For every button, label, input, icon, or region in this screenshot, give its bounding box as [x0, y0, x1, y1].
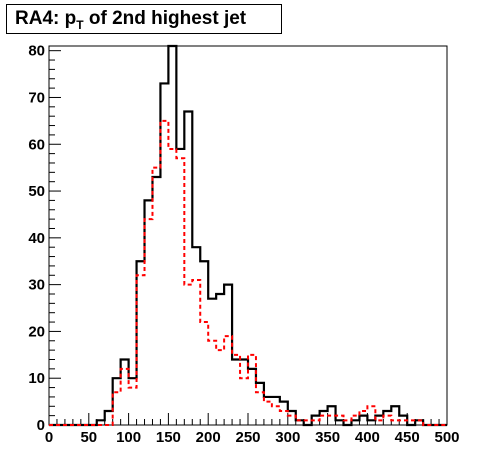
- x-tick-label: 0: [45, 429, 53, 446]
- title-prefix: RA4: p: [15, 8, 77, 29]
- series-dashed-histogram: [49, 119, 447, 426]
- y-tick-label: 60: [28, 136, 45, 153]
- y-tick-label: 40: [28, 230, 45, 247]
- x-tick-label: 400: [355, 429, 380, 446]
- title-suffix: of 2nd highest jet: [83, 8, 247, 29]
- x-tick-label: 50: [80, 429, 97, 446]
- y-tick-label: 10: [28, 370, 45, 387]
- x-tick-label: 300: [275, 429, 300, 446]
- x-tick-label: 150: [156, 429, 181, 446]
- x-tick-label: 250: [235, 429, 260, 446]
- y-tick-label: 20: [28, 323, 45, 340]
- y-tick-label: 50: [28, 183, 45, 200]
- title-box: RA4: pT of 2nd highest jet: [6, 4, 282, 34]
- x-tick-label: 200: [196, 429, 221, 446]
- series-solid-histogram: [49, 44, 447, 427]
- title-subscript: T: [76, 17, 84, 32]
- x-tick-label: 450: [395, 429, 420, 446]
- x-tick-label: 100: [116, 429, 141, 446]
- x-tick-label: 500: [434, 429, 459, 446]
- y-tick-label: 80: [28, 43, 45, 60]
- y-tick-label: 30: [28, 277, 45, 294]
- y-tick-label: 0: [37, 417, 45, 434]
- x-tick-label: 350: [315, 429, 340, 446]
- chart-title: RA4: pT of 2nd highest jet: [15, 8, 246, 32]
- y-tick-label: 70: [28, 89, 45, 106]
